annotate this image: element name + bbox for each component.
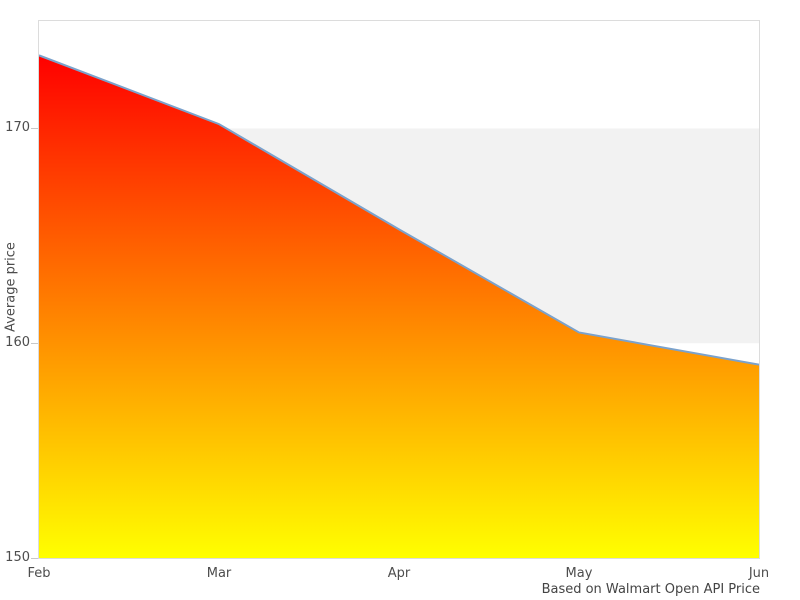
y-tick-mark	[31, 128, 38, 130]
y-tick-mark	[31, 558, 38, 559]
y-tick-mark	[31, 343, 38, 345]
y-tick-label: 150	[5, 550, 30, 565]
x-tick-label: Apr	[387, 566, 411, 581]
price-line	[39, 54, 759, 366]
source-caption: Based on Walmart Open API Price	[541, 582, 760, 597]
y-tick-label: 160	[5, 335, 30, 351]
x-tick-label: Mar	[206, 566, 232, 581]
y-axis-title: Average price	[3, 242, 19, 332]
x-tick-label: Jun	[748, 566, 770, 581]
plot-area	[38, 20, 760, 559]
x-tick-label: Feb	[27, 566, 51, 581]
chart-svg	[39, 54, 759, 558]
y-tick-label: 170	[5, 120, 30, 136]
x-tick-label: May	[565, 566, 593, 581]
area-fill	[39, 55, 759, 558]
